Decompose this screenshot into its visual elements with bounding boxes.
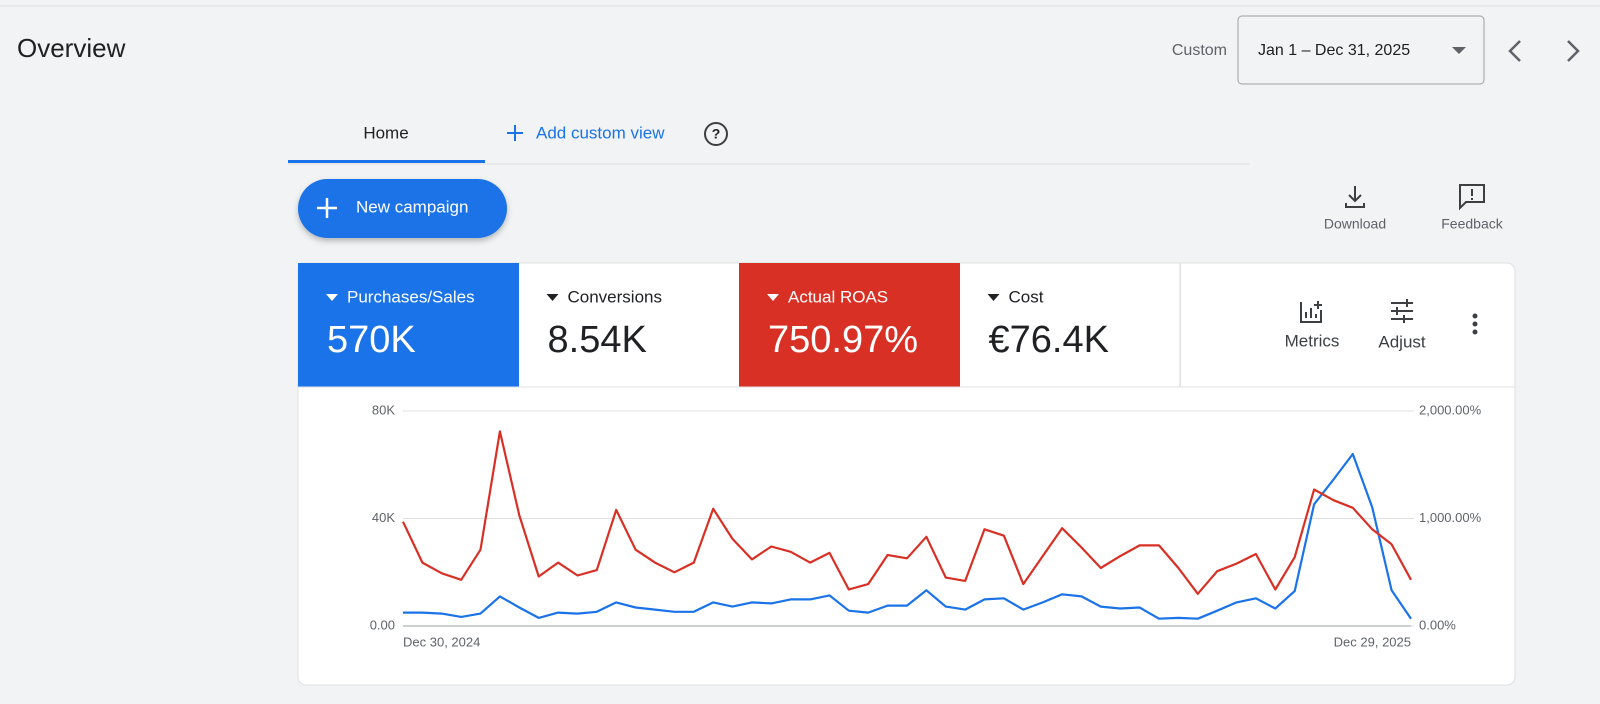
dropdown-arrow[interactable] (1452, 47, 1466, 54)
help-icon[interactable]: ? (704, 122, 728, 146)
metric-dropdown[interactable] (326, 294, 338, 301)
metric-dropdown[interactable] (546, 294, 559, 301)
x-tick-label: Dec 30, 2024 (403, 634, 480, 649)
tab-add-view[interactable]: Add custom view (536, 123, 665, 142)
metrics-tool[interactable]: Metrics (1285, 301, 1340, 350)
plus-icon[interactable] (507, 125, 523, 141)
series-line (403, 452, 1412, 620)
metric-label[interactable]: Purchases/Sales (347, 287, 475, 306)
dot[interactable] (1472, 321, 1478, 327)
help-mark[interactable]: ? (712, 126, 721, 142)
adjust-label[interactable]: Adjust (1378, 332, 1426, 351)
metrics-label[interactable]: Metrics (1285, 331, 1340, 350)
prev-button[interactable] (1508, 40, 1521, 62)
x-tick-label: Dec 29, 2025 (1334, 634, 1411, 649)
button-bg[interactable] (298, 179, 507, 238)
y-tick-label: 0.00 (370, 617, 395, 632)
metric-dropdown[interactable] (767, 294, 779, 301)
next-button[interactable] (1567, 40, 1580, 62)
button-label[interactable]: New campaign (356, 197, 468, 216)
button-plus[interactable] (317, 198, 337, 218)
y2-tick-label: 0.00% (1419, 617, 1456, 632)
more-menu[interactable] (1472, 313, 1478, 335)
metric-value[interactable]: 8.54K (548, 319, 647, 361)
date-picker[interactable]: Jan 1 – Dec 31, 2025 (1237, 15, 1485, 85)
metric-value[interactable]: 570K (327, 319, 416, 361)
metric-card-bg[interactable] (298, 263, 519, 387)
metric-label[interactable]: Actual ROAS (788, 287, 888, 306)
new-campaign-button[interactable]: New campaign (298, 179, 507, 238)
tab-indicator (288, 160, 485, 163)
y2-tick-label: 1,000.00% (1419, 510, 1482, 525)
chart: 0.00 40K 80K 0.00% 1,000.00% 2,000.00% Dec 30,… (370, 402, 1482, 649)
feedback-icon[interactable] (1459, 184, 1485, 211)
download-action[interactable]: Download (1324, 186, 1386, 232)
metric-value[interactable]: €76.4K (989, 319, 1109, 361)
metric-label[interactable]: Cost (1009, 287, 1044, 306)
date-box[interactable] (1237, 15, 1485, 85)
metric-value[interactable]: 750.97% (768, 319, 918, 361)
metric-card-bg[interactable] (739, 263, 960, 387)
page-title: Overview (17, 33, 126, 63)
series-line (402, 430, 1412, 595)
metric-card[interactable]: Actual ROAS 750.97% (739, 263, 960, 387)
range-label: Custom (1172, 42, 1227, 59)
date-range[interactable]: Jan 1 – Dec 31, 2025 (1258, 42, 1410, 59)
metric-label[interactable]: Conversions (568, 287, 663, 306)
metric-cards: Purchases/Sales 570K Conversions 8.54K Actua… (298, 263, 1181, 387)
metric-card[interactable]: Purchases/Sales 570K (298, 263, 519, 387)
y-tick-label: 40K (372, 510, 395, 525)
adjust-tool[interactable]: Adjust (1378, 299, 1426, 351)
tab-home[interactable]: Home (363, 123, 408, 142)
download-label[interactable]: Download (1324, 216, 1386, 232)
dot[interactable] (1472, 313, 1478, 319)
feedback-action[interactable]: Feedback (1441, 184, 1504, 232)
dot[interactable] (1472, 329, 1478, 335)
metrics-icon[interactable] (1300, 301, 1322, 323)
metric-dropdown[interactable] (987, 294, 1000, 301)
metric-card[interactable]: Conversions 8.54K (546, 263, 740, 387)
help-circle[interactable] (704, 122, 728, 146)
metric-card[interactable]: Cost €76.4K (987, 263, 1181, 387)
y2-tick-label: 2,000.00% (1419, 402, 1482, 417)
download-icon[interactable] (1345, 186, 1365, 208)
y-tick-label: 80K (372, 402, 395, 417)
adjust-icon[interactable] (1391, 299, 1413, 323)
feedback-label[interactable]: Feedback (1441, 216, 1503, 232)
